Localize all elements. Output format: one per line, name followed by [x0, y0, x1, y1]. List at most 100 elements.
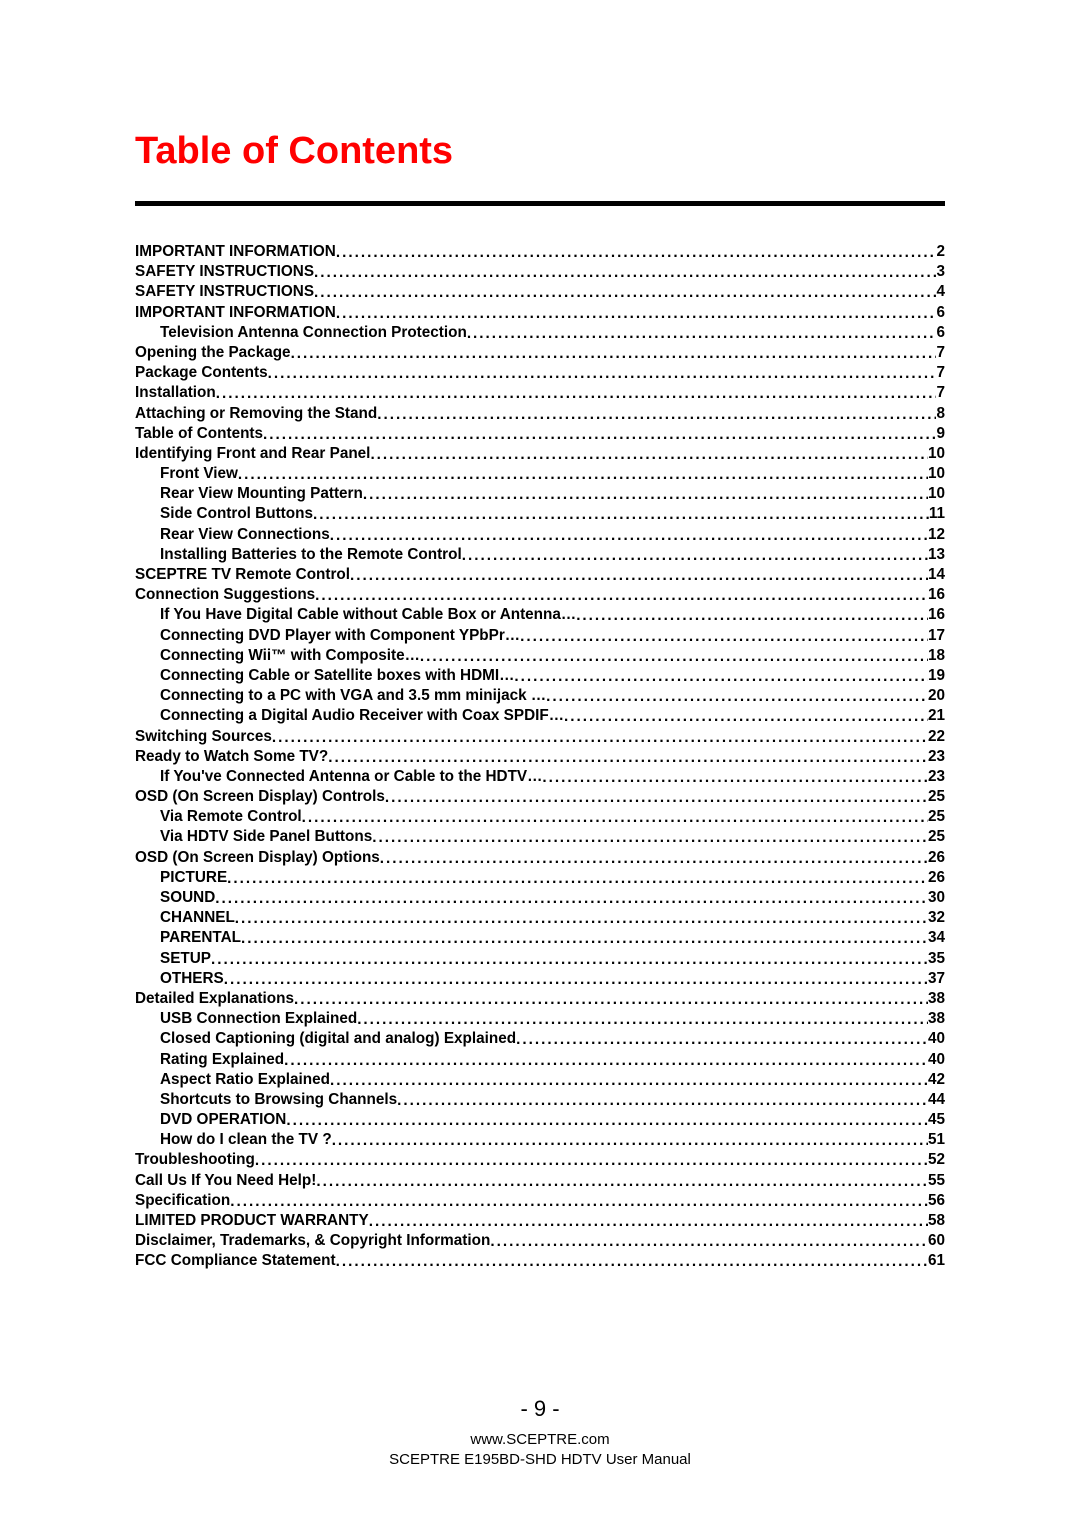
toc-entry-page: 4	[936, 282, 945, 302]
toc-row: Installing Batteries to the Remote Contr…	[135, 545, 945, 565]
toc-leader-dots	[330, 1071, 928, 1091]
toc-leader-dots	[385, 788, 928, 808]
toc-leader-dots	[268, 364, 937, 384]
toc-row: Specification56	[135, 1191, 945, 1211]
toc-entry-page: 51	[928, 1130, 945, 1150]
toc-leader-dots	[294, 990, 928, 1010]
toc-leader-dots	[350, 566, 928, 586]
toc-row: Switching Sources22	[135, 727, 945, 747]
toc-row: Connecting Wii™ with Composite…18	[135, 646, 945, 666]
toc-entry-page: 40	[928, 1029, 945, 1049]
title-rule	[135, 201, 945, 206]
toc-row: DVD OPERATION45	[135, 1110, 945, 1130]
toc-entry-page: 7	[936, 343, 945, 363]
toc-entry-label: Connecting to a PC with VGA and 3.5 mm m…	[160, 686, 546, 706]
toc-row: Front View10	[135, 464, 945, 484]
toc-row: If You've Connected Antenna or Cable to …	[135, 767, 945, 787]
toc-entry-label: Ready to Watch Some TV?	[135, 747, 328, 767]
toc-entry-label: OSD (On Screen Display) Controls	[135, 787, 385, 807]
toc-leader-dots	[314, 263, 936, 283]
toc-entry-label: Via HDTV Side Panel Buttons	[160, 827, 372, 847]
toc-leader-dots	[238, 465, 928, 485]
page-title: Table of Contents	[135, 130, 945, 173]
toc-leader-dots	[542, 768, 928, 788]
toc-leader-dots	[315, 586, 928, 606]
toc-entry-page: 25	[928, 827, 945, 847]
toc-row: Connecting Cable or Satellite boxes with…	[135, 666, 945, 686]
toc-row: Rear View Mounting Pattern10	[135, 484, 945, 504]
toc-entry-label: Connecting DVD Player with Component YPb…	[160, 626, 520, 646]
toc-entry-page: 34	[928, 928, 945, 948]
toc-row: Side Control Buttons11	[135, 504, 945, 524]
toc-entry-page: 18	[928, 646, 945, 666]
toc-leader-dots	[490, 1232, 928, 1252]
toc-entry-label: Television Antenna Connection Protection	[160, 323, 467, 343]
toc-entry-page: 25	[928, 807, 945, 827]
toc-entry-label: Package Contents	[135, 363, 268, 383]
toc-entry-label: PICTURE	[160, 868, 227, 888]
toc-leader-dots	[263, 425, 936, 445]
toc-entry-label: Installation	[135, 383, 216, 403]
toc-leader-dots	[216, 384, 937, 404]
toc-entry-label: Closed Captioning (digital and analog) E…	[160, 1029, 516, 1049]
toc-entry-label: IMPORTANT INFORMATION	[135, 242, 336, 262]
toc-entry-page: 13	[928, 545, 945, 565]
toc-leader-dots	[328, 748, 928, 768]
page-number: - 9 -	[0, 1396, 1080, 1422]
toc-entry-label: SCEPTRE TV Remote Control	[135, 565, 350, 585]
toc-leader-dots	[336, 243, 937, 263]
toc-row: Closed Captioning (digital and analog) E…	[135, 1029, 945, 1049]
toc-leader-dots	[420, 647, 928, 667]
toc-leader-dots	[227, 869, 928, 889]
toc-leader-dots	[467, 324, 937, 344]
toc-leader-dots	[224, 970, 928, 990]
toc-entry-label: Specification	[135, 1191, 230, 1211]
toc-leader-dots	[235, 909, 928, 929]
toc-row: If You Have Digital Cable without Cable …	[135, 605, 945, 625]
toc-row: Installation7	[135, 383, 945, 403]
toc-entry-label: FCC Compliance Statement	[135, 1251, 336, 1271]
toc-entry-page: 32	[928, 908, 945, 928]
toc-entry-page: 42	[928, 1070, 945, 1090]
toc-row: Ready to Watch Some TV?23	[135, 747, 945, 767]
toc-entry-label: USB Connection Explained	[160, 1009, 357, 1029]
toc-entry-page: 6	[936, 303, 945, 323]
toc-entry-page: 40	[928, 1050, 945, 1070]
toc-row: Package Contents7	[135, 363, 945, 383]
toc-entry-label: Aspect Ratio Explained	[160, 1070, 330, 1090]
toc-entry-page: 37	[928, 969, 945, 989]
toc-row: PICTURE26	[135, 868, 945, 888]
toc-entry-label: PARENTAL	[160, 928, 241, 948]
toc-leader-dots	[241, 929, 928, 949]
toc-entry-page: 60	[928, 1231, 945, 1251]
toc-entry-label: LIMITED PRODUCT WARRANTY	[135, 1211, 369, 1231]
toc-row: Aspect Ratio Explained 42	[135, 1070, 945, 1090]
toc-leader-dots	[370, 445, 928, 465]
toc-entry-label: Rear View Connections	[160, 525, 330, 545]
toc-entry-label: Troubleshooting	[135, 1150, 255, 1170]
toc-entry-page: 25	[928, 787, 945, 807]
toc-leader-dots	[546, 687, 928, 707]
toc-entry-label: Rear View Mounting Pattern	[160, 484, 363, 504]
toc-row: Disclaimer, Trademarks, & Copyright Info…	[135, 1231, 945, 1251]
page-container: Table of Contents IMPORTANT INFORMATION 2…	[0, 0, 1080, 1272]
toc-leader-dots	[230, 1192, 928, 1212]
footer-url: www.SCEPTRE.com	[0, 1430, 1080, 1450]
toc-leader-dots	[316, 1172, 928, 1192]
toc-entry-label: SETUP	[160, 949, 211, 969]
toc-leader-dots	[377, 405, 936, 425]
toc-row: USB Connection Explained38	[135, 1009, 945, 1029]
toc-entry-label: SAFETY INSTRUCTIONS	[135, 282, 314, 302]
toc-row: Table of Contents9	[135, 424, 945, 444]
toc-entry-label: Switching Sources	[135, 727, 272, 747]
toc-entry-page: 20	[928, 686, 945, 706]
toc-entry-label: SOUND	[160, 888, 215, 908]
toc-entry-page: 17	[928, 626, 945, 646]
toc-row: SAFETY INSTRUCTIONS3	[135, 262, 945, 282]
toc-entry-page: 19	[928, 666, 945, 686]
toc-entry-page: 16	[928, 605, 945, 625]
toc-leader-dots	[516, 1030, 928, 1050]
toc-entry-label: Via Remote Control	[160, 807, 302, 827]
toc-entry-page: 9	[936, 424, 945, 444]
toc-entry-page: 52	[928, 1150, 945, 1170]
